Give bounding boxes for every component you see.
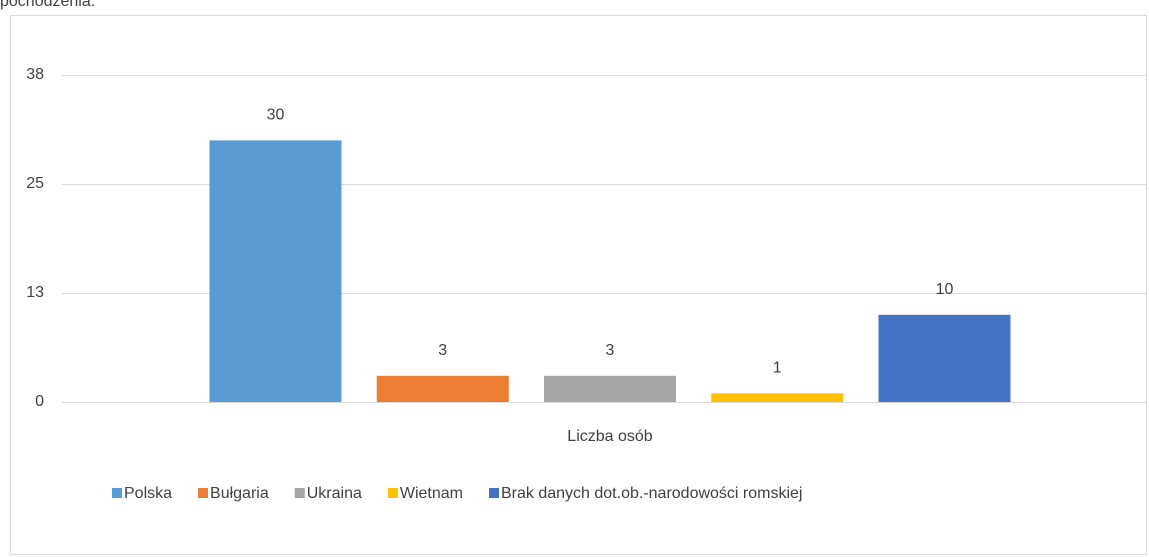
bar (209, 140, 342, 402)
legend-swatch (198, 488, 209, 498)
legend-swatch (294, 488, 305, 498)
value-label: 10 (936, 281, 954, 298)
bar (544, 375, 676, 402)
chart-frame (10, 15, 1147, 555)
bar (376, 375, 509, 402)
value-label: 30 (267, 107, 285, 124)
y-tick-label: 0 (35, 393, 44, 410)
value-label: 1 (773, 359, 782, 376)
legend-label: Polska (124, 485, 172, 502)
legend-label: Brak danych dot.ob.-narodowości romskiej (501, 485, 802, 502)
legend-swatch (489, 488, 499, 498)
legend-swatch (112, 488, 122, 498)
y-tick-label: 38 (26, 66, 44, 83)
bar (878, 314, 1011, 402)
value-label: 3 (606, 342, 615, 359)
bar (711, 393, 844, 402)
x-tick-label: Liczba osób (567, 428, 652, 445)
legend-swatch (387, 488, 398, 498)
legend-label: Bułgaria (210, 485, 269, 502)
y-tick-label: 25 (26, 175, 44, 192)
legend-label: Wietnam (400, 485, 463, 502)
text-above: pochodzenia. (0, 0, 95, 10)
y-tick-label: 13 (26, 284, 44, 301)
value-label: 3 (438, 342, 447, 359)
legend-label: Ukraina (307, 485, 362, 502)
